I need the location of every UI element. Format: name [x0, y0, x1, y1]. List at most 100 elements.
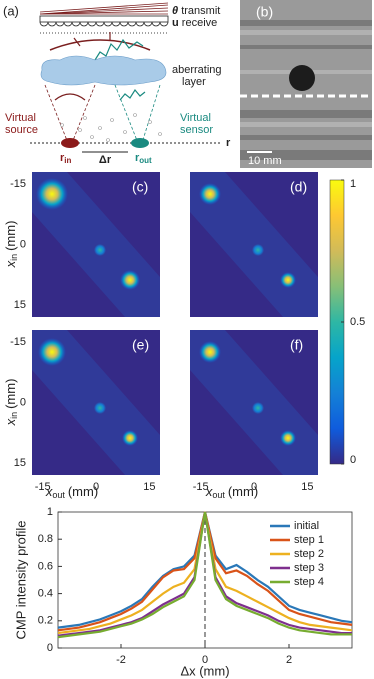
legend-label: initial: [294, 520, 319, 532]
transducer: [39, 15, 169, 23]
legend-label: step 1: [294, 534, 324, 546]
legend-label: step 3: [294, 562, 324, 574]
x-tick-label: 15: [301, 481, 313, 493]
y-tick-label: 0: [20, 396, 26, 408]
speckle: [240, 20, 372, 160]
aberrating-layer: [40, 55, 167, 86]
x-tick-label: 15: [143, 481, 155, 493]
source-label: source: [5, 124, 38, 136]
ultrasound-image: (b) 10 mm: [240, 0, 372, 168]
theta: θ: [172, 5, 178, 17]
y-tick-label: 0: [20, 238, 26, 250]
sub: out: [139, 156, 152, 165]
colorbar-label: 0.5: [350, 316, 365, 328]
x-tick-label: -2: [116, 654, 126, 666]
hotspot: [280, 272, 296, 288]
virtual-sensor: [131, 138, 149, 148]
hotspot: [199, 183, 221, 205]
x-tick-label: -15: [35, 481, 51, 493]
hotspot: [38, 338, 66, 366]
sub: out: [212, 490, 225, 500]
layer-label: aberrating: [172, 64, 222, 76]
hotspot: [36, 178, 68, 210]
y-tick-label: 1: [47, 506, 53, 518]
focus-lines: [44, 84, 161, 144]
unit: (mm): [3, 221, 18, 251]
x-tick-label: 2: [286, 654, 292, 666]
hotspot: [120, 270, 140, 290]
transmit: transmit: [181, 5, 220, 17]
virtual-source: [61, 138, 79, 148]
unit: (mm): [68, 484, 98, 499]
transmit-rays: [39, 2, 169, 15]
hotspot: [252, 402, 264, 414]
legend-label: step 4: [294, 576, 324, 588]
source-label: Virtual: [5, 112, 36, 124]
layer-label: layer: [182, 76, 206, 88]
panel-label: (c): [132, 179, 148, 195]
x-tick-label: 0: [93, 481, 99, 493]
panel-label: (b): [256, 4, 273, 20]
sub: in: [9, 412, 19, 419]
y-tick-label: 15: [14, 299, 26, 311]
y-tick-label: 15: [14, 457, 26, 469]
hotspot: [199, 341, 221, 363]
aberrated-wave: [94, 38, 144, 61]
r: r: [135, 152, 140, 164]
r-out: rout: [135, 152, 152, 165]
legend-label: step 2: [294, 548, 324, 560]
transmit-label: θ transmit: [172, 5, 220, 17]
panel-label: (d): [290, 179, 307, 195]
hotspot: [122, 430, 138, 446]
unit: (mm): [228, 484, 258, 499]
var: x: [205, 484, 213, 499]
wavefront: [49, 39, 151, 51]
arrows: [73, 32, 111, 47]
y-tick-label: 0: [47, 642, 53, 654]
axis-label: Δx (mm): [180, 663, 229, 678]
receive-label: u receive: [172, 17, 217, 29]
hotspot: [252, 244, 264, 256]
scale-label: 10 mm: [248, 155, 282, 167]
axis-label: xin (mm): [3, 221, 19, 269]
hotspot: [94, 402, 106, 414]
hotspot: [280, 430, 296, 446]
axis-label: xout (mm): [45, 484, 98, 500]
y-tick-label: 0.2: [38, 615, 53, 627]
sub: out: [52, 490, 65, 500]
colorbar-label: 0: [350, 454, 356, 466]
panel-label: (a): [3, 3, 19, 18]
x-tick-label: 0: [202, 654, 208, 666]
sensor-label: Virtual: [180, 112, 211, 124]
u: u: [172, 17, 179, 29]
y-tick-label: 0.8: [38, 533, 53, 545]
scatterers: [60, 113, 162, 142]
y-tick-label: -15: [10, 336, 26, 348]
sub: in: [9, 254, 19, 261]
x-tick-label: -15: [193, 481, 209, 493]
elements: [39, 21, 169, 27]
r-axis-label: r: [226, 137, 231, 149]
r: r: [60, 152, 65, 164]
hotspot: [94, 244, 106, 256]
axis-label: xout (mm): [205, 484, 258, 500]
delta-r: Δr: [99, 154, 112, 166]
unit: (mm): [3, 379, 18, 409]
var: x: [3, 260, 18, 268]
y-tick-label: -15: [10, 178, 26, 190]
y-tick-label: 0.6: [38, 560, 53, 572]
source-wave: [54, 93, 86, 101]
panel-label: (f): [290, 337, 303, 353]
sensor-label: sensor: [180, 124, 213, 136]
sub: in: [64, 156, 71, 165]
receive: receive: [182, 17, 217, 29]
x-tick-label: 0: [251, 481, 257, 493]
schematic: (a) θ transmit u receive aberrating laye…: [3, 2, 231, 166]
var: x: [45, 484, 53, 499]
inclusion: [289, 65, 315, 91]
axis-label: CMP intensity profile: [13, 521, 28, 640]
axis-label: xin (mm): [3, 379, 19, 427]
r-in: rin: [60, 152, 72, 165]
var: x: [3, 418, 18, 426]
